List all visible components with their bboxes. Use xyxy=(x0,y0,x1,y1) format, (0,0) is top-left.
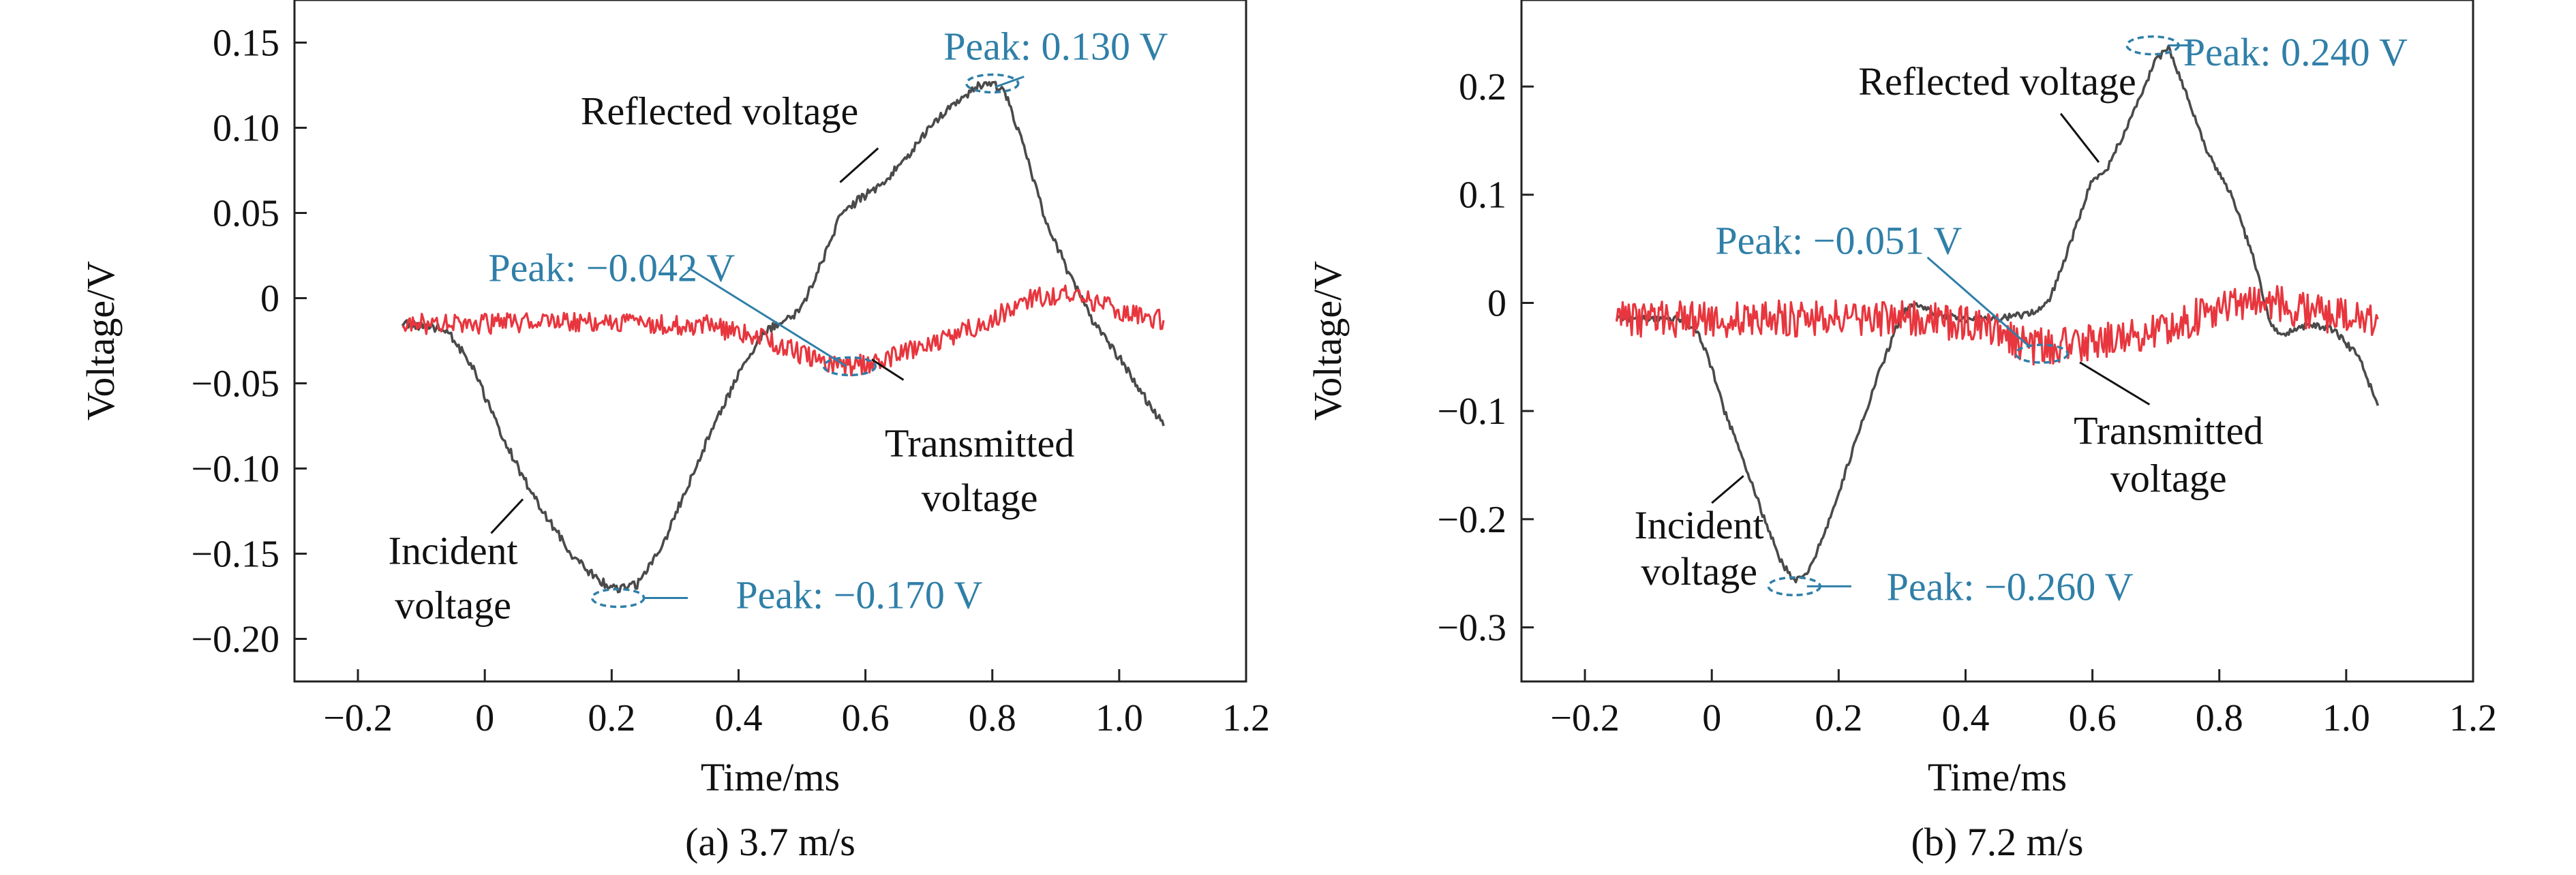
peak-annotation: Peak: −0.170 V xyxy=(736,573,982,617)
peak-marker-ellipse xyxy=(965,73,1020,94)
series-annotation: Transmitted xyxy=(2074,409,2263,453)
y-tick-label: 0.15 xyxy=(213,22,279,65)
x-tick-label: 0.6 xyxy=(2069,697,2117,739)
annotation-leader-line xyxy=(2079,361,2151,405)
peak-marker-ellipse xyxy=(590,587,646,609)
peak-annotation: Peak: 0.130 V xyxy=(943,25,1168,69)
series-annotation: voltage xyxy=(2110,457,2227,501)
annotation-leader-line xyxy=(490,498,524,534)
peak-leader-line xyxy=(995,76,1025,88)
y-tick-label: −0.05 xyxy=(191,363,279,405)
peak-annotation: Peak: 0.240 V xyxy=(2183,30,2408,74)
transmitted-voltage-series xyxy=(401,284,1165,377)
x-tick-label: 1.2 xyxy=(2449,697,2497,739)
y-tick-label: 0.10 xyxy=(213,108,279,150)
y-tick-label: 0 xyxy=(1487,282,1506,324)
incident-reflected-voltage-series xyxy=(401,80,1165,594)
series-annotation: voltage xyxy=(1641,549,1757,594)
panel-b: −0.2 0 0.2 0.4 0.6 0.8 1.0 1.2 0.2 0.1 0 −0.1 −0.2 −0… xyxy=(1305,0,2497,864)
x-tick-label: −0.2 xyxy=(323,697,393,739)
series-annotation: Reflected voltage xyxy=(581,89,858,134)
plot-frame xyxy=(293,0,1247,683)
series-annotation: voltage xyxy=(395,583,511,628)
x-tick-label: 1.0 xyxy=(2322,697,2370,739)
plot-frame xyxy=(1520,0,2474,683)
transmitted-voltage-series xyxy=(1616,285,2379,366)
x-tick-label: 1.0 xyxy=(1095,697,1143,739)
peak-annotation: Peak: −0.051 V xyxy=(1715,218,1962,262)
series-annotation: Reflected voltage xyxy=(1858,59,2136,104)
y-tick-label: −0.20 xyxy=(191,619,279,661)
x-tick-label: 0.4 xyxy=(714,697,762,739)
peak-annotation: Peak: −0.042 V xyxy=(488,246,735,290)
x-tick-label: 0.2 xyxy=(588,697,635,739)
peak-leader-line xyxy=(687,266,847,367)
annotation-leader-line xyxy=(839,147,879,183)
peak-annotation: Peak: −0.260 V xyxy=(1887,564,2134,609)
annotation-leader-line xyxy=(2059,112,2100,164)
panel-caption: (a) 3.7 m/s xyxy=(685,820,855,864)
y-tick-label: 0.05 xyxy=(213,193,279,235)
x-tick-label: 0.4 xyxy=(1941,697,1989,739)
y-axis-label: Voltage/V xyxy=(1305,261,1350,420)
annotation-leader-line xyxy=(1711,475,1744,504)
x-axis-label: Time/ms xyxy=(1928,755,2067,799)
peak-marker-ellipse xyxy=(1767,576,1821,597)
y-tick-label: −0.3 xyxy=(1437,607,1506,649)
y-tick-label: −0.1 xyxy=(1437,390,1506,433)
series-annotation: Incident xyxy=(1635,503,1764,547)
y-tick-label: 0.1 xyxy=(1459,174,1506,217)
peak-leader-line xyxy=(1926,256,2030,348)
x-tick-label: −0.2 xyxy=(1550,697,1620,739)
x-tick-label: 0.8 xyxy=(969,697,1016,739)
y-tick-label: 0 xyxy=(260,278,279,320)
series-annotation: Transmitted xyxy=(885,421,1074,465)
peak-marker-ellipse xyxy=(822,356,877,377)
x-axis-label: Time/ms xyxy=(701,755,840,799)
series-annotation: voltage xyxy=(922,476,1038,520)
x-tick-label: 0 xyxy=(1702,697,1721,739)
x-tick-label: 0.2 xyxy=(1815,697,1862,739)
y-axis-label: Voltage/V xyxy=(78,261,123,420)
panel-a: −0.2 0 0.2 0.4 0.6 0.8 1.0 1.20.150.100.050−0.0… xyxy=(78,0,1270,864)
x-tick-label: 0.6 xyxy=(842,697,890,739)
x-tick-label: 1.2 xyxy=(1222,697,1270,739)
series-annotation: Incident xyxy=(389,529,518,573)
annotation-leader-line xyxy=(871,358,905,381)
panel-caption: (b) 7.2 m/s xyxy=(1911,820,2084,864)
x-tick-label: 0.8 xyxy=(2196,697,2243,739)
peak-marker-ellipse xyxy=(2014,343,2069,364)
peak-marker-ellipse xyxy=(2125,35,2180,56)
y-tick-label: 0.2 xyxy=(1459,66,1506,108)
y-tick-label: −0.15 xyxy=(191,534,279,576)
y-tick-label: −0.2 xyxy=(1437,499,1506,541)
x-tick-label: 0 xyxy=(475,697,494,739)
y-tick-label: −0.10 xyxy=(191,448,279,491)
